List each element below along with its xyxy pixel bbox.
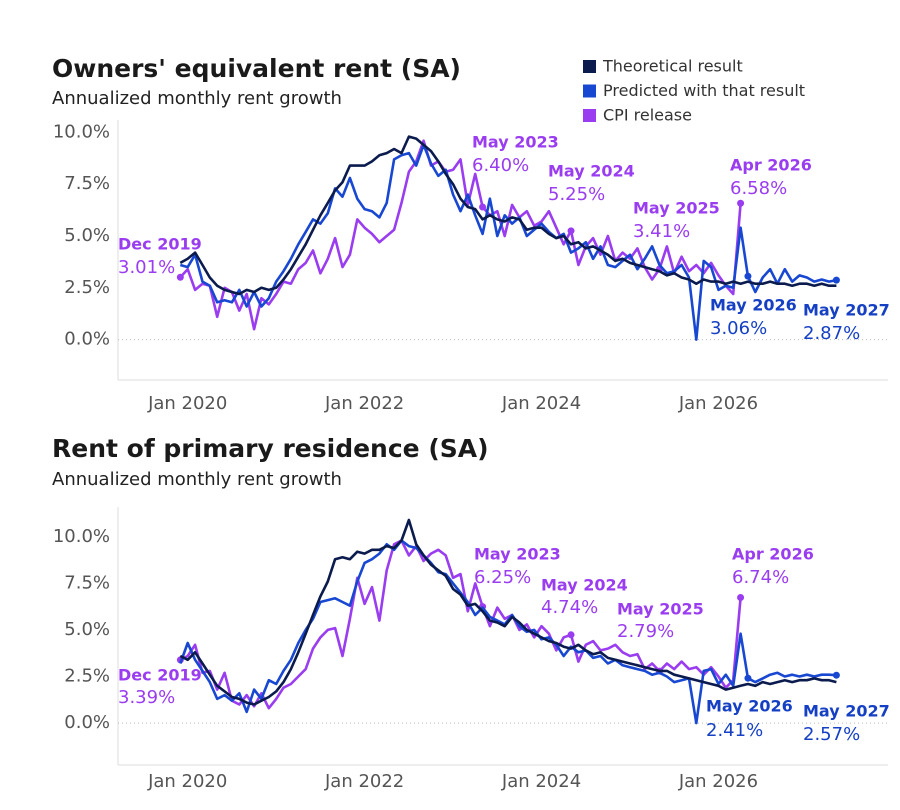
annotation-date: Apr 2026: [730, 156, 812, 175]
annotation-value: 2.79%: [617, 621, 674, 642]
annotation-value: 6.74%: [732, 567, 789, 588]
x-tick-label: Jan 2026: [678, 393, 758, 414]
chart-title: Rent of primary residence (SA): [52, 434, 489, 463]
chart-subtitle: Annualized monthly rent growth: [52, 469, 342, 490]
annotation-date: May 2027: [803, 301, 890, 320]
y-tick-label: 7.5%: [64, 173, 110, 194]
annotation-date: May 2024: [548, 162, 635, 181]
annotated-point: [176, 273, 184, 281]
x-tick-label: Jan 2020: [147, 771, 227, 792]
series-line: [179, 135, 837, 296]
annotated-point: [737, 594, 745, 602]
legend-label: Theoretical result: [602, 57, 743, 76]
y-tick-label: 0.0%: [64, 712, 110, 733]
x-tick-label: Jan 2022: [324, 393, 404, 414]
annotation-date: May 2024: [541, 576, 628, 595]
annotated-point: [744, 272, 752, 280]
legend-label: CPI release: [603, 106, 692, 125]
y-tick-label: 5.0%: [64, 225, 110, 246]
annotation-date: Dec 2019: [118, 666, 202, 685]
y-tick-label: 10.0%: [53, 121, 110, 142]
legend-swatch: [583, 109, 596, 122]
x-tick-label: Jan 2024: [501, 393, 581, 414]
annotation-date: May 2023: [472, 133, 559, 152]
annotation-value: 3.06%: [710, 318, 767, 339]
annotation-value: 6.40%: [472, 155, 529, 176]
annotation-value: 3.39%: [118, 687, 175, 708]
annotation-value: 6.25%: [474, 567, 531, 588]
y-tick-label: 0.0%: [64, 329, 110, 350]
annotation-value: 4.74%: [541, 597, 598, 618]
y-tick-label: 2.5%: [64, 277, 110, 298]
legend-swatch: [583, 84, 596, 98]
series-line: [179, 518, 837, 706]
annotated-point: [737, 199, 745, 207]
annotated-point: [744, 674, 752, 682]
x-tick-label: Jan 2022: [324, 771, 404, 792]
y-tick-label: 2.5%: [64, 666, 110, 687]
annotation-date: May 2025: [633, 199, 720, 218]
annotated-point: [567, 227, 575, 235]
annotated-point: [567, 631, 575, 639]
x-tick-label: Jan 2026: [678, 771, 758, 792]
annotation-value: 2.57%: [803, 724, 860, 745]
annotation-date: May 2026: [710, 296, 797, 315]
chart-subtitle: Annualized monthly rent growth: [52, 88, 342, 109]
annotation-date: Apr 2026: [732, 545, 814, 564]
annotation-value: 2.41%: [706, 720, 763, 741]
annotation-date: May 2025: [617, 600, 704, 619]
annotation-value: 6.58%: [730, 178, 787, 199]
y-tick-label: 7.5%: [64, 572, 110, 593]
annotation-value: 5.25%: [548, 184, 605, 205]
annotation-value: 3.41%: [633, 221, 690, 242]
annotation-date: May 2023: [474, 545, 561, 564]
annotation-date: May 2026: [706, 697, 793, 716]
y-tick-label: 10.0%: [53, 526, 110, 547]
annotated-point: [832, 276, 840, 284]
y-tick-label: 5.0%: [64, 619, 110, 640]
annotation-value: 2.87%: [803, 323, 860, 344]
legend-label: Predicted with that result: [603, 81, 805, 100]
annotation-value: 3.01%: [118, 257, 175, 278]
legend-swatch: [583, 60, 596, 73]
x-tick-label: Jan 2024: [501, 771, 581, 792]
x-tick-label: Jan 2020: [147, 393, 227, 414]
annotated-point: [479, 203, 487, 211]
chart-title: Owners' equivalent rent (SA): [52, 54, 461, 83]
annotation-date: Dec 2019: [118, 235, 202, 254]
annotated-point: [832, 671, 840, 679]
annotation-date: May 2027: [803, 702, 890, 721]
series-line: [179, 139, 742, 331]
